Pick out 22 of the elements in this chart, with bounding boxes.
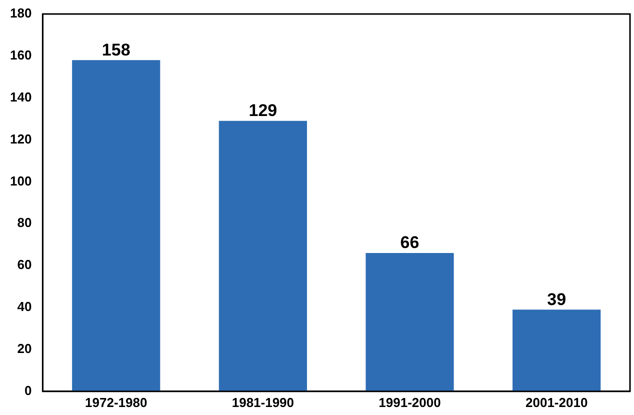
bar xyxy=(366,253,454,392)
bar xyxy=(512,310,601,392)
data-label: 129 xyxy=(248,101,278,120)
y-tick-label: 40 xyxy=(17,299,32,314)
y-tick-label: 180 xyxy=(10,6,32,21)
y-tick-label: 0 xyxy=(24,382,32,398)
bar xyxy=(72,60,160,392)
y-tick-label: 100 xyxy=(10,173,32,188)
y-tick-label: 160 xyxy=(10,48,32,63)
y-tick-label: 80 xyxy=(17,215,32,230)
y-tick-label: 20 xyxy=(17,341,32,356)
bar xyxy=(218,120,307,392)
y-tick-label: 60 xyxy=(17,257,32,272)
data-label: 158 xyxy=(102,40,130,60)
x-tick-label: 1981-1990 xyxy=(232,394,294,410)
x-tick-label: 2001-2010 xyxy=(526,394,588,410)
data-label: 66 xyxy=(400,233,420,252)
y-tick-label: 120 xyxy=(10,131,32,146)
x-tick-label: 1972-1980 xyxy=(85,394,148,410)
data-label: 39 xyxy=(547,290,566,309)
y-tick-label: 140 xyxy=(10,89,32,104)
x-tick-label: 1991-2000 xyxy=(378,394,441,410)
